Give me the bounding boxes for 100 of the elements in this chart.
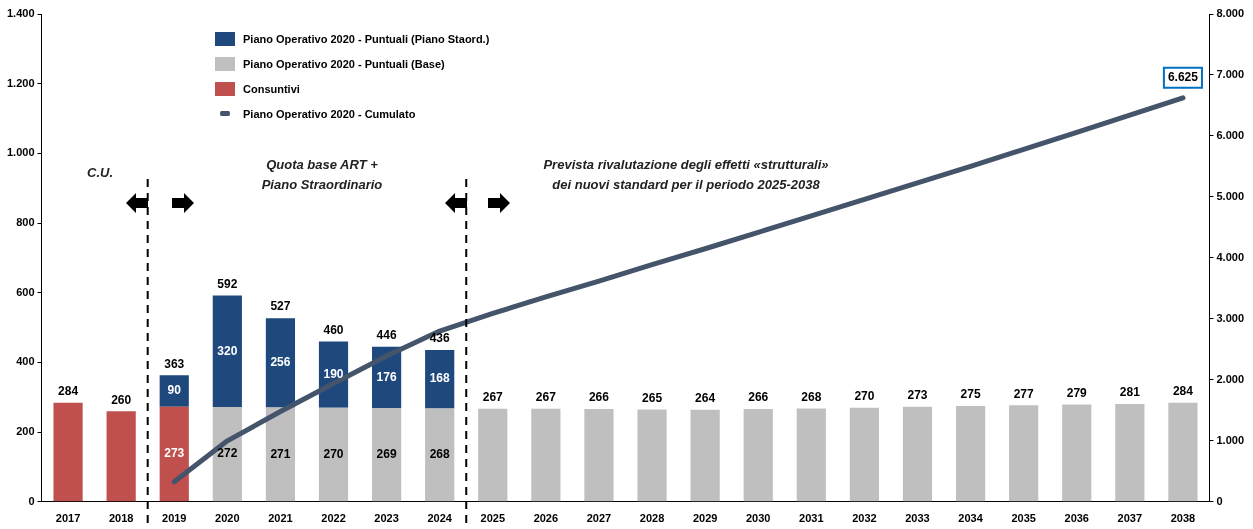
bar — [212, 295, 242, 408]
x-tick-label: 2032 — [852, 512, 877, 525]
y2-tick-label: 3.000 — [1216, 311, 1244, 324]
data-label: 273 — [164, 446, 185, 461]
y2-tick-label: 0 — [1216, 494, 1223, 507]
x-tick-label: 2030 — [745, 512, 771, 525]
annotation: C.U. — [87, 164, 113, 182]
legend-label: Piano Operativo 2020 - Puntuali (Base) — [243, 57, 445, 70]
total-label: 284 — [58, 384, 79, 399]
x-tick-label: 2017 — [55, 512, 81, 525]
total-label: 268 — [801, 389, 822, 404]
x-tick-label: 2027 — [586, 512, 612, 525]
y2-tick-label: 4.000 — [1216, 250, 1244, 263]
y-tick-label: 800 — [16, 216, 35, 229]
x-tick-label: 2026 — [533, 512, 559, 525]
total-label: 277 — [1013, 386, 1034, 401]
data-label: 271 — [270, 446, 291, 461]
y-tick-label: 1.200 — [7, 76, 35, 89]
annotation: Prevista rivalutazione degli effetti «strutturali» dei nuovi standard per il periodo 2025-2038 — [543, 156, 829, 194]
y2-tick-label: 8.000 — [1216, 7, 1244, 20]
data-label: 268 — [429, 447, 451, 462]
x-tick-label: 2036 — [1064, 512, 1089, 525]
bar — [743, 409, 773, 502]
legend-label: Piano Operativo 2020 - Cumulato — [243, 107, 416, 120]
bar — [849, 407, 879, 502]
bar — [265, 318, 296, 408]
bar — [53, 402, 83, 502]
y2-tick-label: 6.000 — [1216, 128, 1244, 141]
bar — [425, 408, 455, 502]
y-tick-label: 600 — [16, 285, 35, 298]
bar — [425, 349, 455, 409]
legend-label: Piano Operativo 2020 - Puntuali (Piano Staord.) — [243, 32, 490, 45]
bar — [318, 407, 349, 502]
bar — [1168, 402, 1198, 502]
total-label: 275 — [960, 387, 981, 402]
x-tick-label: 2020 — [215, 512, 240, 525]
x-tick-label: 2034 — [958, 512, 984, 525]
total-label: 446 — [376, 328, 397, 343]
y-tick-label: 400 — [16, 355, 35, 368]
x-tick-label: 2025 — [480, 512, 506, 525]
total-label: 267 — [482, 390, 504, 405]
total-label: 279 — [1066, 385, 1088, 400]
data-label: 320 — [217, 343, 238, 358]
total-label: 284 — [1172, 384, 1194, 399]
total-label: 264 — [695, 391, 716, 406]
x-tick-label: 2031 — [799, 512, 824, 525]
y2-tick-label: 7.000 — [1216, 68, 1244, 81]
x-tick-label: 2019 — [162, 512, 187, 525]
total-label: 260 — [111, 392, 132, 407]
total-label: 460 — [323, 322, 344, 337]
bar — [637, 409, 667, 502]
data-label: 269 — [376, 447, 397, 461]
data-label: 168 — [429, 371, 451, 386]
total-label: 266 — [588, 390, 610, 405]
bar — [1062, 404, 1092, 502]
total-label: 436 — [429, 331, 451, 346]
x-tick-label: 2021 — [268, 512, 293, 525]
x-tick-label: 2028 — [639, 512, 665, 525]
y2-tick-label: 1.000 — [1216, 433, 1244, 446]
bar — [159, 375, 189, 407]
bar — [955, 405, 986, 502]
bar — [478, 408, 508, 502]
total-label: 527 — [270, 299, 291, 314]
bar — [1115, 403, 1145, 502]
data-label: 272 — [217, 446, 238, 461]
total-label: 592 — [217, 276, 238, 291]
x-tick-label: 2038 — [1170, 512, 1196, 525]
data-label: 176 — [376, 369, 397, 384]
total-label: 273 — [907, 387, 928, 402]
x-tick-label: 2029 — [692, 512, 718, 525]
data-label: 6.625 — [1167, 70, 1199, 85]
data-label: 190 — [323, 366, 344, 381]
bar — [531, 408, 561, 502]
y2-tick-label: 2.000 — [1216, 372, 1244, 385]
bar — [106, 411, 136, 502]
data-label: 256 — [270, 355, 291, 370]
bar — [690, 409, 720, 502]
total-label: 281 — [1119, 385, 1141, 400]
bar — [1009, 405, 1039, 502]
legend-label: Consuntivi — [243, 82, 300, 95]
annotation: Quota base ART + Piano Straordinario — [261, 156, 383, 194]
data-label: 270 — [323, 446, 344, 461]
x-tick-label: 2022 — [321, 512, 346, 525]
x-tick-label: 2024 — [427, 512, 453, 525]
x-tick-label: 2037 — [1117, 512, 1143, 525]
y-tick-label: 200 — [16, 425, 35, 438]
bar — [159, 406, 189, 502]
y-tick-label: 0 — [28, 494, 35, 507]
x-tick-label: 2033 — [905, 512, 930, 525]
total-label: 265 — [642, 390, 663, 405]
x-tick-label: 2035 — [1011, 512, 1036, 525]
bar — [265, 407, 296, 502]
data-label: 90 — [167, 383, 182, 398]
y2-tick-label: 5.000 — [1216, 189, 1244, 202]
total-label: 266 — [748, 390, 769, 405]
x-tick-label: 2023 — [374, 512, 399, 525]
y-tick-label: 1.000 — [7, 146, 35, 159]
bar — [584, 409, 614, 502]
total-label: 270 — [854, 389, 875, 404]
bar — [796, 408, 826, 502]
